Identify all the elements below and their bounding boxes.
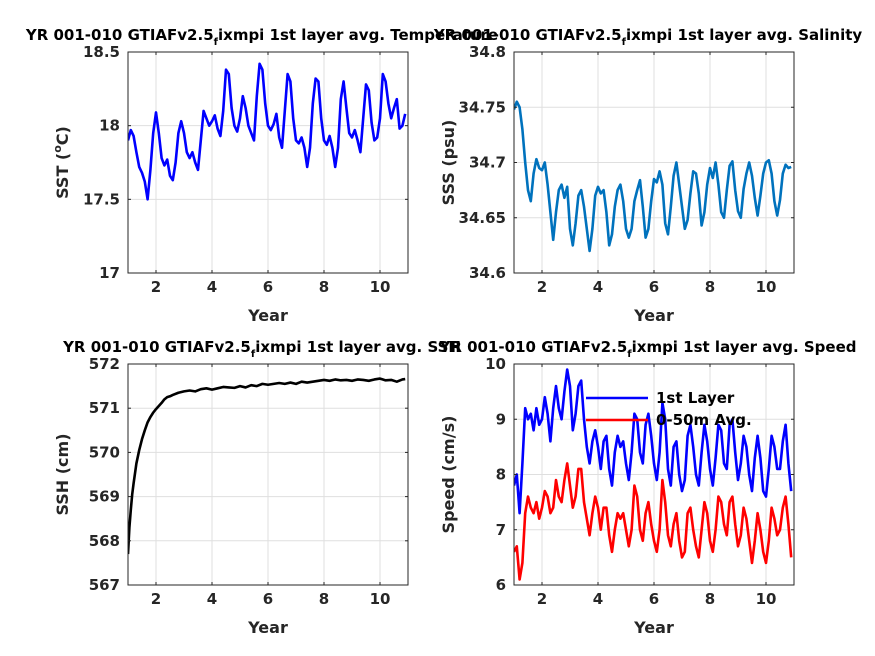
chart-title: YR 001-010 GTIAFv2.5fixmpi 1st layer avg… [438, 338, 856, 360]
series-line-1 [128, 62, 407, 201]
x-axis-label: Year [247, 618, 288, 637]
series-line-0-50m-avg- [514, 462, 793, 581]
y-tick-label: 572 [89, 355, 120, 373]
x-tick-label: 4 [593, 590, 603, 608]
y-tick-label: 6 [496, 576, 506, 594]
y-tick-label: 18 [99, 117, 120, 135]
x-tick-label: 8 [705, 278, 715, 296]
chart-title: YR 001-010 GTIAFv2.5fixmpi 1st layer avg… [25, 26, 498, 48]
x-tick-label: 8 [319, 590, 329, 608]
y-tick-label: 570 [89, 443, 120, 461]
x-tick-label: 4 [593, 278, 603, 296]
x-tick-label: 10 [756, 278, 777, 296]
y-axis-label: SST (oC) [51, 126, 72, 199]
series-line-1st-layer [514, 368, 793, 515]
y-tick-label: 18.5 [83, 43, 120, 61]
chart-panel-2: 2 4 6 8 10 34.6 34.65 34.7 34.75 34.8 Year SSS (psu… [433, 26, 863, 325]
chart-panel-1: 2 4 6 8 10 17 17.5 18 18.5 Year SST (oC) YR 001-010… [25, 26, 498, 325]
x-tick-label: 10 [370, 278, 391, 296]
x-tick-label: 2 [151, 278, 161, 296]
y-tick-label: 569 [89, 488, 120, 506]
y-axis-label: Speed (cm/s) [439, 416, 458, 534]
chart-title: YR 001-010 GTIAFv2.5fixmpi 1st layer avg… [433, 26, 863, 48]
x-tick-label: 2 [151, 590, 161, 608]
x-tick-label: 8 [705, 590, 715, 608]
series-line-1 [514, 100, 792, 253]
y-tick-label: 34.6 [469, 264, 506, 282]
y-axis-label: SSS (psu) [439, 120, 458, 206]
chart-panel-3: 2 4 6 8 10 567 568 569 570 571 572 Year SSH (cm) YR 0… [53, 338, 461, 637]
x-tick-label: 6 [649, 278, 659, 296]
x-tick-label: 6 [649, 590, 659, 608]
x-tick-label: 6 [263, 278, 273, 296]
x-tick-label: 10 [756, 590, 777, 608]
x-tick-label: 2 [537, 278, 547, 296]
y-tick-label: 17 [99, 264, 120, 282]
legend-label: 1st Layer [656, 389, 735, 407]
y-tick-label: 9 [496, 410, 506, 428]
chart-panel-4: 2 4 6 8 10 6 7 8 9 10 Year Speed (cm/s) YR 001-010 G… [438, 338, 856, 637]
y-tick-label: 571 [89, 399, 120, 417]
y-tick-label: 567 [89, 576, 120, 594]
y-tick-label: 34.8 [469, 43, 506, 61]
x-axis-label: Year [633, 618, 674, 637]
x-tick-label: 10 [370, 590, 391, 608]
y-tick-label: 10 [485, 355, 506, 373]
legend-label: 0-50m Avg. [656, 411, 752, 429]
y-tick-label: 568 [89, 532, 120, 550]
legend: 1st Layer 0-50m Avg. [586, 389, 752, 429]
x-tick-label: 4 [207, 590, 217, 608]
y-tick-label: 34.75 [459, 98, 506, 116]
y-tick-label: 8 [496, 466, 506, 484]
y-tick-label: 17.5 [83, 190, 120, 208]
x-tick-label: 6 [263, 590, 273, 608]
series-line-1 [128, 377, 406, 555]
y-tick-label: 7 [496, 521, 506, 539]
chart-title: YR 001-010 GTIAFv2.5fixmpi 1st layer avg… [62, 338, 461, 360]
x-tick-label: 4 [207, 278, 217, 296]
y-tick-label: 34.65 [459, 209, 506, 227]
y-tick-label: 34.7 [469, 154, 506, 172]
x-tick-label: 2 [537, 590, 547, 608]
x-axis-label: Year [633, 306, 674, 325]
x-tick-label: 8 [319, 278, 329, 296]
y-axis-label: SSH (cm) [53, 433, 72, 515]
x-axis-label: Year [247, 306, 288, 325]
